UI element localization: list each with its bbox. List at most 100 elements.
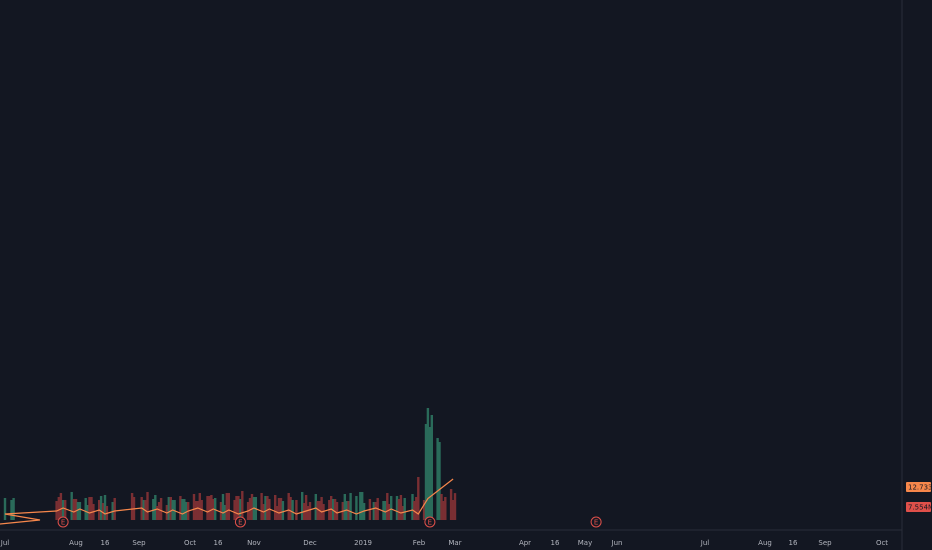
volume-bar [198,493,201,520]
volume-bar [208,496,211,520]
volume-bar [219,502,223,520]
volume-badge-text: 7.554M [908,504,932,512]
price-badges: 111.9794.2893.1792.1012.733M7.554M [906,482,932,512]
volume-pane [0,408,457,525]
volume-bar [436,438,439,520]
volume-bar [10,500,13,520]
volume-bar [74,499,78,520]
volume-bar [289,497,292,520]
volume-bar [179,496,182,520]
volume-bar [411,494,414,520]
x-tick-label: Jul [700,539,710,547]
volume-bar [239,499,242,520]
volume-bar [330,496,333,520]
volume-bar [57,497,60,520]
volume-bar [314,494,317,520]
volume-bar [415,497,418,520]
x-tick-label: Sep [818,539,832,547]
x-tick-label: Sep [132,539,146,547]
volume-bar [113,498,116,520]
volume-bar [266,496,269,520]
volume-bar [90,497,93,520]
volume-bar [264,496,267,520]
earnings-marker-label: E [428,519,432,527]
x-tick-label: 16 [101,539,110,547]
volume-bar [403,498,406,520]
volume-bar [78,502,82,520]
volume-bar [72,499,75,520]
volume-bar [395,496,399,520]
volume-bar [181,499,184,520]
x-tick-label: Aug [758,539,772,547]
volume-bar [206,496,209,520]
earnings-marker-label: E [594,519,598,527]
x-tick-label: Aug [69,539,83,547]
volume-bar [453,493,457,520]
volume-bar [99,496,103,520]
volume-bar [397,499,401,520]
x-tick-label: Oct [184,539,196,547]
volume-bar [320,497,323,520]
volume-badge [906,482,931,492]
volume-bar [316,501,319,520]
volume-bar [438,442,441,520]
x-tick-label: 16 [551,539,560,547]
volume-bar [233,500,236,520]
volume-bar [167,497,170,520]
x-tick-label: Dec [303,539,317,547]
volume-bar [306,506,310,520]
x-tick-label: May [578,539,592,547]
earnings-marker-icon[interactable] [234,516,246,528]
volume-bar [417,477,420,520]
volume-bar [374,502,377,520]
volume-bar [146,492,149,520]
x-tick-label: 16 [214,539,223,547]
volume-bar [173,500,176,520]
x-tick-label: Jun [611,539,623,547]
volume-bar [428,427,432,520]
volume-bar [422,500,426,520]
earnings-marker-icon[interactable] [590,516,602,528]
volume-bar [169,497,172,520]
volume-bar [426,408,430,520]
volume-bar [183,499,186,520]
volume-bar [235,496,238,520]
x-tick-label: Oct [876,539,888,547]
earnings-marker-icon[interactable] [424,516,436,528]
volume-bar [440,494,443,520]
volume-bar [287,493,290,520]
volume-bar [157,502,161,520]
volume-bar [156,506,159,520]
volume-bar [192,494,196,520]
volume-bar [248,498,252,520]
volume-bar [227,493,230,520]
volume-bar [101,503,105,520]
volume-bar [361,492,364,520]
volume-badge [906,502,931,512]
x-tick-label: 16 [789,539,798,547]
volume-bar [301,492,304,520]
volume-bar [295,500,298,520]
volume-bar [308,502,312,520]
volume-bar [225,493,228,520]
volume-ma-line [0,478,454,525]
volume-bar [430,415,433,520]
volume-bar [70,492,73,520]
volume-bar [281,501,285,520]
volume-bar [237,496,240,520]
volume-bar [291,500,294,520]
volume-bar [194,501,198,520]
volume-bar [382,501,385,520]
volume-bar [130,493,134,520]
earnings-marker-icon[interactable] [57,516,69,528]
volume-bar [386,493,389,520]
earnings-marker-label: E [238,519,242,527]
volume-bar [277,498,281,520]
volume-bar [59,493,63,520]
price-axis-bg [902,0,932,550]
volume-bar [159,498,163,520]
volume-bar [61,500,65,520]
